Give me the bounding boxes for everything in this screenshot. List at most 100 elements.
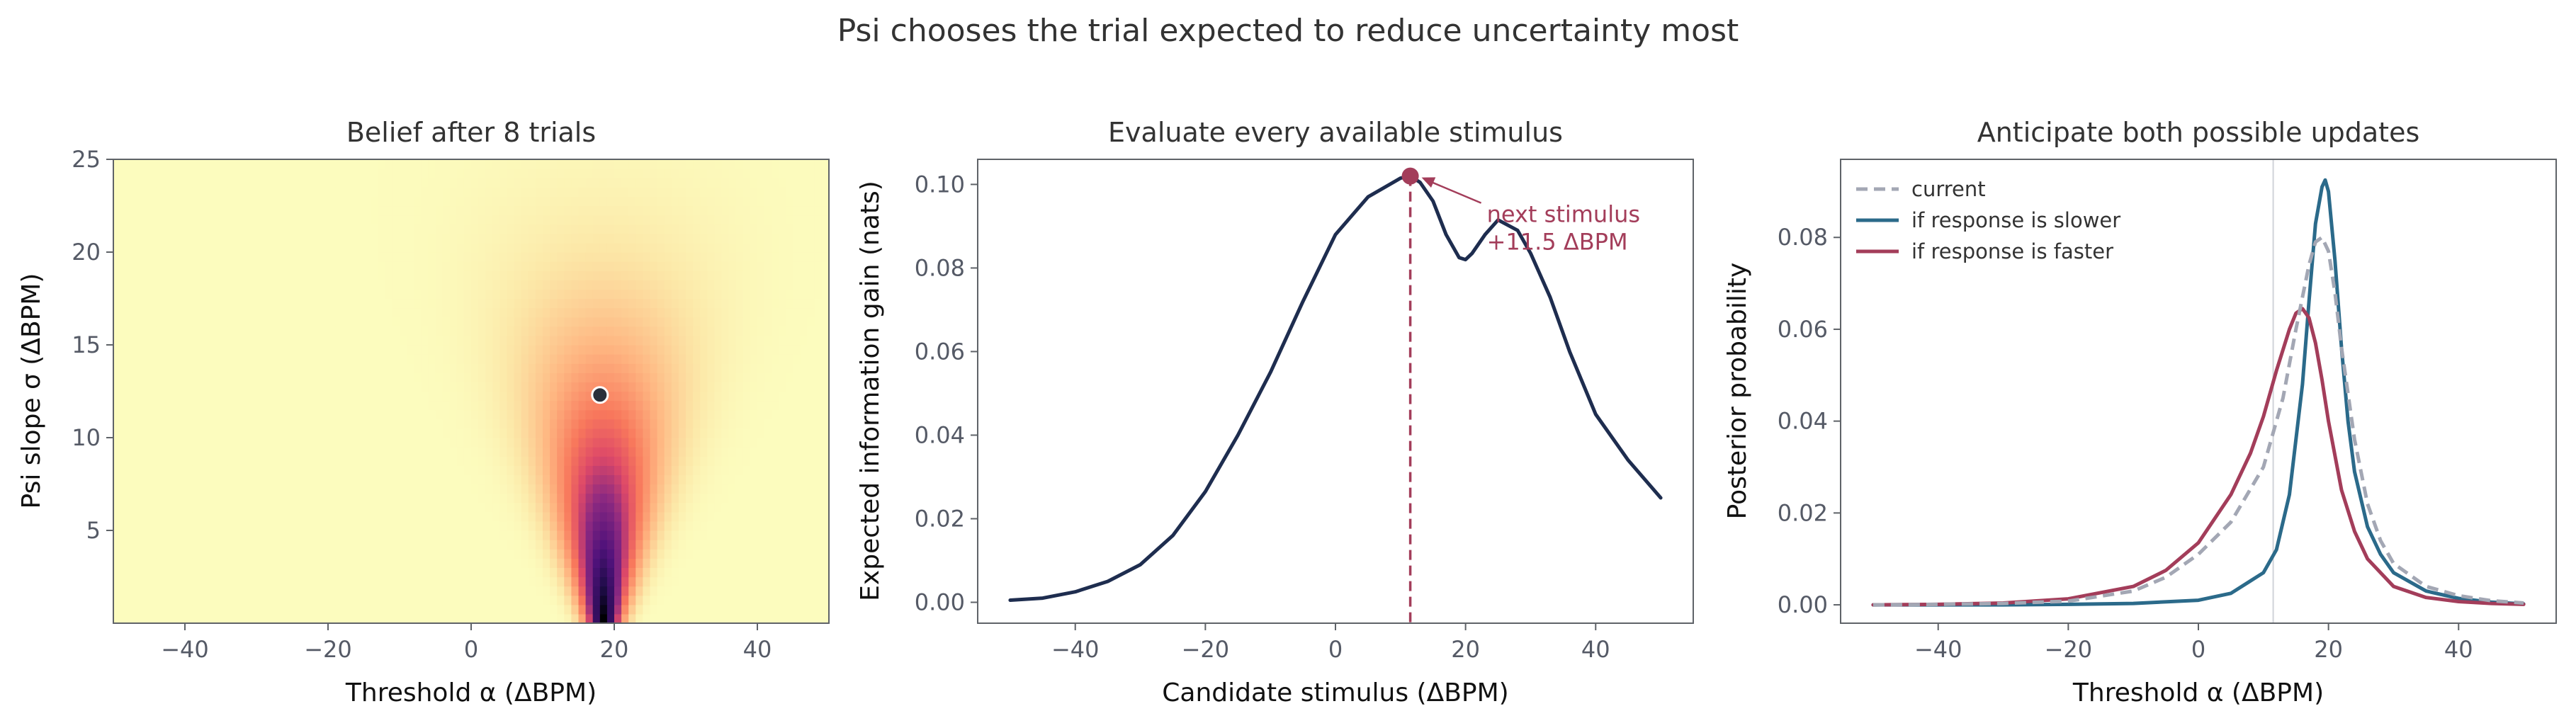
heatmap-cell <box>371 502 379 513</box>
heatmap-cell <box>728 502 737 513</box>
heatmap-cell <box>220 187 229 197</box>
heatmap-cell <box>177 438 186 448</box>
heatmap-cell <box>177 474 186 485</box>
heatmap-cell <box>463 354 472 364</box>
heatmap-cell <box>206 576 214 587</box>
heatmap-cell <box>735 382 744 392</box>
heatmap-cell <box>213 233 222 244</box>
heatmap-cell <box>421 567 429 578</box>
heatmap-cell <box>700 382 708 392</box>
heatmap-cell <box>535 493 543 504</box>
heatmap-cell <box>264 224 271 234</box>
heatmap-cell <box>643 317 651 327</box>
heatmap-cell <box>585 205 594 216</box>
heatmap-cell <box>772 372 779 382</box>
heatmap-cell <box>521 549 529 559</box>
heatmap-cell <box>814 252 823 262</box>
heatmap-cell <box>643 438 651 448</box>
heatmap-cell <box>728 280 737 290</box>
heatmap-cell <box>678 354 687 364</box>
heatmap-cell <box>242 363 250 373</box>
heatmap-cell <box>371 484 379 494</box>
heatmap-cell <box>156 465 164 475</box>
heatmap-cell <box>471 354 479 364</box>
heatmap-cell <box>442 540 451 550</box>
heatmap-cell <box>492 205 500 216</box>
heatmap-cell <box>578 187 587 197</box>
heatmap-cell <box>120 317 128 327</box>
heatmap-cell <box>599 419 608 429</box>
heatmap-cell <box>400 540 407 550</box>
heatmap-cell <box>320 484 329 494</box>
heatmap-cell <box>371 493 379 504</box>
heatmap-cell <box>435 187 444 197</box>
heatmap-cell <box>392 540 400 550</box>
heatmap-cell <box>707 326 715 336</box>
heatmap-cell <box>227 419 236 429</box>
heatmap-cell <box>185 178 193 188</box>
heatmap-cell <box>585 345 594 355</box>
heatmap-cell <box>693 196 701 207</box>
heatmap-cell <box>414 252 422 262</box>
heatmap-cell <box>220 530 229 540</box>
heatmap-cell <box>120 484 128 494</box>
heatmap-cell <box>606 549 615 559</box>
heatmap-cell <box>400 354 407 364</box>
heatmap-cell <box>557 456 565 466</box>
heatmap-cell <box>227 382 236 392</box>
heatmap-cell <box>800 298 808 309</box>
heatmap-cell <box>657 372 665 382</box>
heatmap-cell <box>750 409 758 420</box>
heatmap-cell <box>199 178 207 188</box>
heatmap-cell <box>442 409 451 420</box>
heatmap-cell <box>528 456 536 466</box>
heatmap-cell <box>163 326 171 336</box>
heatmap-cell <box>686 261 694 271</box>
heatmap-cell <box>149 307 157 318</box>
heatmap-cell <box>621 354 629 364</box>
heatmap-cell <box>678 261 687 271</box>
heatmap-cell <box>149 474 157 485</box>
heatmap-cell <box>463 502 472 513</box>
heatmap-cell <box>392 233 400 244</box>
heatmap-cell <box>800 447 808 457</box>
heatmap-cell <box>235 428 243 438</box>
heatmap-cell <box>242 549 250 559</box>
heatmap-cell <box>671 576 679 587</box>
heatmap-cell <box>521 280 529 290</box>
heatmap-cell <box>521 372 529 382</box>
heatmap-cell <box>585 159 594 169</box>
heatmap-cell <box>442 530 451 540</box>
heatmap-cell <box>628 549 636 559</box>
heatmap-cell <box>192 613 200 623</box>
heatmap-cell <box>113 261 121 271</box>
heatmap-cell <box>735 242 744 253</box>
heatmap-cell <box>550 261 558 271</box>
heatmap-cell <box>299 484 307 494</box>
heatmap-cell <box>363 354 372 364</box>
heatmap-cell <box>599 252 608 262</box>
heatmap-cell <box>814 604 823 615</box>
heatmap-cell <box>821 252 829 262</box>
heatmap-cell <box>671 613 679 623</box>
heatmap-cell <box>170 382 179 392</box>
heatmap-cell <box>606 502 615 513</box>
heatmap-cell <box>671 465 679 475</box>
heatmap-cell <box>271 205 278 216</box>
heatmap-cell <box>177 613 186 623</box>
heatmap-cell <box>786 178 794 188</box>
heatmap-cell <box>349 187 357 197</box>
heatmap-cell <box>371 196 379 207</box>
heatmap-cell <box>299 317 307 327</box>
heatmap-cell <box>735 409 744 420</box>
heatmap-cell <box>686 502 694 513</box>
heatmap-cell <box>700 252 708 262</box>
heatmap-cell <box>278 261 286 271</box>
heatmap-cell <box>313 326 322 336</box>
heatmap-cell <box>378 530 386 540</box>
heatmap-cell <box>571 540 580 550</box>
heatmap-cell <box>271 298 278 309</box>
heatmap-cell <box>249 474 257 485</box>
heatmap-cell <box>463 474 472 485</box>
heatmap-cell <box>507 224 515 234</box>
